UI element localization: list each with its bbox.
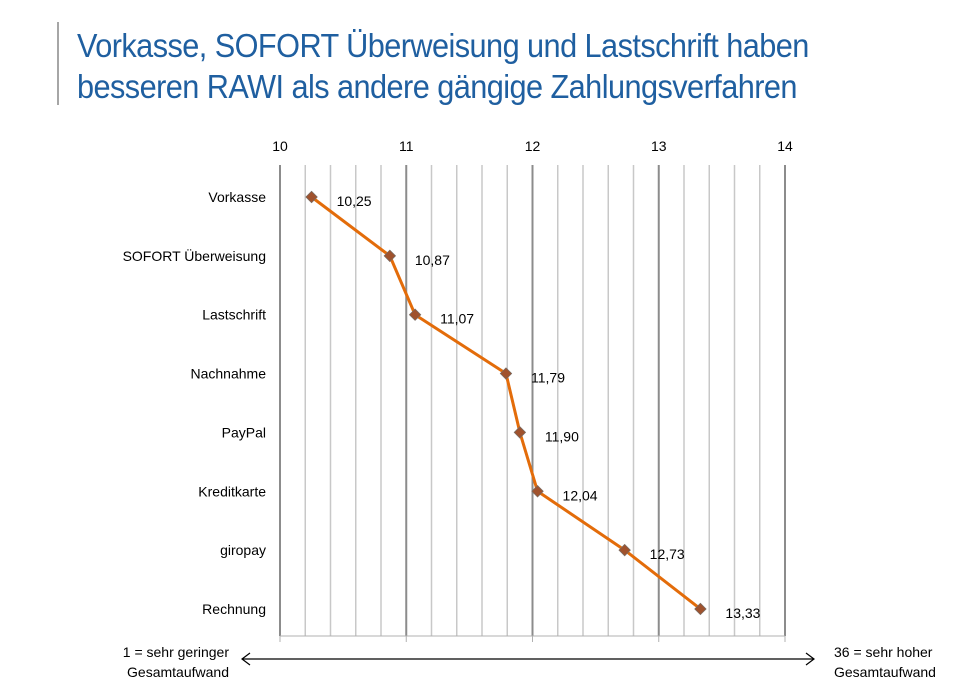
data-label: 11,07	[440, 311, 474, 327]
scale-left-label: Gesamtaufwand	[127, 664, 229, 680]
data-label: 11,90	[545, 428, 579, 444]
data-point	[618, 543, 631, 557]
data-label: 10,87	[415, 252, 450, 268]
title-accent-bar	[57, 22, 59, 105]
data-label: 10,25	[337, 193, 372, 209]
category-label: Rechnung	[202, 601, 266, 617]
scale-left-label: 1 = sehr geringer	[123, 644, 230, 660]
x-tick-label: 13	[651, 138, 667, 154]
category-label: SOFORT Überweisung	[123, 247, 266, 264]
title-line-1: Vorkasse, SOFORT Überweisung und Lastsch…	[77, 27, 809, 64]
x-tick-label: 12	[525, 138, 541, 154]
scale-right-label: 36 = sehr hoher	[834, 644, 933, 660]
data-point	[694, 602, 707, 616]
arrow-left-icon	[241, 652, 251, 666]
data-point	[531, 485, 544, 498]
arrow-right-icon	[805, 652, 815, 666]
x-tick-label: 14	[777, 138, 793, 154]
category-label: PayPal	[222, 424, 266, 440]
category-label: Kreditkarte	[198, 483, 266, 499]
scale-right-label: Gesamtaufwand	[834, 664, 936, 680]
x-tick-label: 10	[272, 138, 288, 154]
data-point	[408, 308, 422, 321]
title-line-2: besseren RAWI als andere gängige Zahlung…	[77, 68, 797, 105]
series-line	[310, 195, 702, 611]
category-label: Vorkasse	[208, 189, 266, 205]
data-point	[499, 367, 513, 380]
data-point	[305, 190, 318, 204]
data-point	[383, 249, 397, 263]
data-label: 13,33	[725, 605, 760, 621]
data-label: 11,79	[531, 370, 565, 386]
data-label: 12,04	[563, 487, 598, 503]
category-label: Lastschrift	[202, 307, 266, 323]
category-label: giropay	[220, 542, 266, 558]
x-tick-label: 11	[399, 138, 414, 154]
category-label: Nachnahme	[191, 366, 267, 382]
data-point	[513, 426, 527, 439]
slide-title: Vorkasse, SOFORT Überweisung und Lastsch…	[77, 25, 809, 107]
data-label: 12,73	[650, 546, 685, 562]
